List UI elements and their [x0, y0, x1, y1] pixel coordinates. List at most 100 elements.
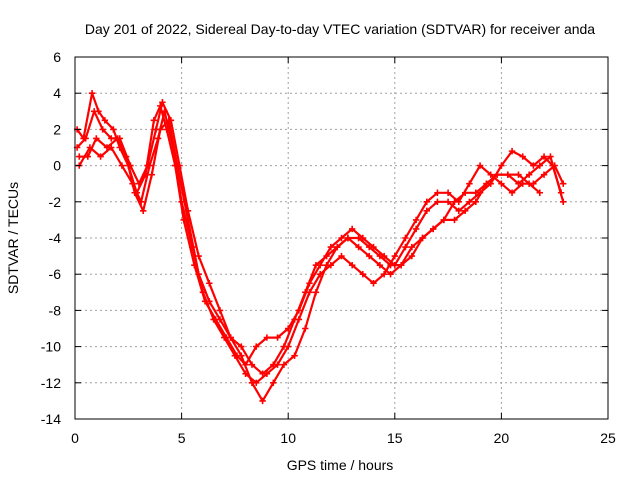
data-point — [210, 316, 217, 323]
data-point — [221, 334, 228, 341]
data-point — [312, 289, 320, 296]
data-point — [270, 379, 277, 386]
data-point — [274, 334, 281, 341]
data-point — [519, 180, 526, 187]
data-point — [412, 225, 420, 233]
data-point — [135, 180, 143, 187]
axis-ticks: 0 5 10 15 20 25 -14 -12 -10 -8 -6 -4 -2 0 2 4 6 — [41, 49, 616, 446]
data-point — [408, 252, 416, 260]
data-point — [88, 90, 96, 97]
series-track-4 — [76, 108, 567, 386]
data-point — [263, 334, 271, 341]
data-point — [472, 198, 480, 205]
data-point — [280, 361, 288, 368]
x-tick-label: 20 — [494, 430, 510, 446]
y-tick-label: 0 — [53, 158, 61, 174]
data-point — [327, 243, 335, 251]
data-point — [515, 171, 522, 178]
data-point — [466, 180, 473, 187]
data-point — [231, 352, 239, 359]
data-point — [118, 162, 126, 169]
data-point — [110, 126, 117, 133]
data-point — [525, 171, 533, 178]
data-point — [376, 261, 384, 269]
x-tick-label: 25 — [600, 430, 616, 446]
data-point — [114, 135, 121, 142]
y-tick-label: 4 — [53, 85, 61, 101]
data-point — [451, 216, 458, 224]
data-point — [376, 252, 384, 260]
data-point — [316, 271, 324, 278]
y-tick-label: -6 — [49, 266, 62, 282]
y-tick-label: -4 — [49, 230, 62, 246]
data-point — [189, 243, 196, 251]
x-tick-label: 10 — [280, 430, 296, 446]
data-point — [397, 261, 405, 269]
data-point — [387, 271, 394, 278]
data-point — [476, 162, 484, 169]
data-point — [348, 225, 356, 233]
data-point — [536, 162, 543, 169]
data-point — [150, 117, 158, 124]
data-point — [312, 261, 320, 269]
series-line — [79, 119, 565, 402]
y-tick-label: -12 — [41, 375, 61, 391]
data-point — [402, 234, 409, 242]
data-point — [108, 144, 115, 151]
data-point — [370, 280, 377, 287]
data-point — [199, 289, 207, 296]
data-point — [242, 370, 249, 377]
data-point — [101, 117, 109, 124]
data-point — [359, 271, 367, 278]
data-point — [76, 153, 83, 160]
data-point — [295, 316, 303, 323]
data-point — [423, 207, 430, 215]
data-point — [238, 343, 245, 350]
data-point — [434, 189, 441, 196]
data-point — [493, 171, 501, 178]
data-point — [391, 252, 398, 260]
data-point — [434, 198, 441, 205]
data-point — [444, 198, 452, 205]
data-point — [306, 289, 313, 296]
data-point — [137, 198, 145, 205]
data-point — [455, 207, 462, 215]
data-point — [274, 361, 281, 368]
x-tick-label: 5 — [178, 430, 186, 446]
data-point — [338, 252, 345, 260]
x-tick-label: 15 — [387, 430, 403, 446]
data-series — [73, 90, 567, 405]
data-point — [483, 180, 490, 187]
data-point — [108, 135, 115, 142]
data-point — [551, 162, 558, 169]
data-point — [323, 252, 330, 260]
data-point — [93, 135, 100, 142]
data-point — [253, 379, 260, 386]
y-tick-label: -10 — [41, 339, 61, 355]
y-tick-label: -2 — [49, 194, 62, 210]
data-point — [380, 271, 388, 278]
chart-title: Day 201 of 2022, Sidereal Day-to-day VTE… — [85, 21, 595, 37]
data-point — [530, 180, 537, 187]
data-point — [148, 171, 155, 178]
data-point — [412, 216, 420, 224]
x-tick-label: 0 — [71, 430, 79, 446]
data-point — [327, 261, 335, 269]
data-point — [216, 307, 224, 314]
data-point — [348, 261, 356, 269]
data-point — [402, 243, 409, 251]
data-point — [440, 216, 448, 224]
data-point — [285, 343, 292, 350]
data-point — [560, 180, 567, 187]
data-point — [455, 198, 462, 205]
data-point — [159, 99, 166, 106]
data-point — [248, 361, 256, 368]
data-point — [461, 207, 469, 215]
data-point — [82, 135, 89, 142]
y-tick-label: 6 — [53, 49, 61, 65]
data-point — [161, 108, 168, 115]
data-point — [238, 352, 245, 359]
data-point — [519, 153, 526, 160]
data-point — [366, 252, 373, 260]
